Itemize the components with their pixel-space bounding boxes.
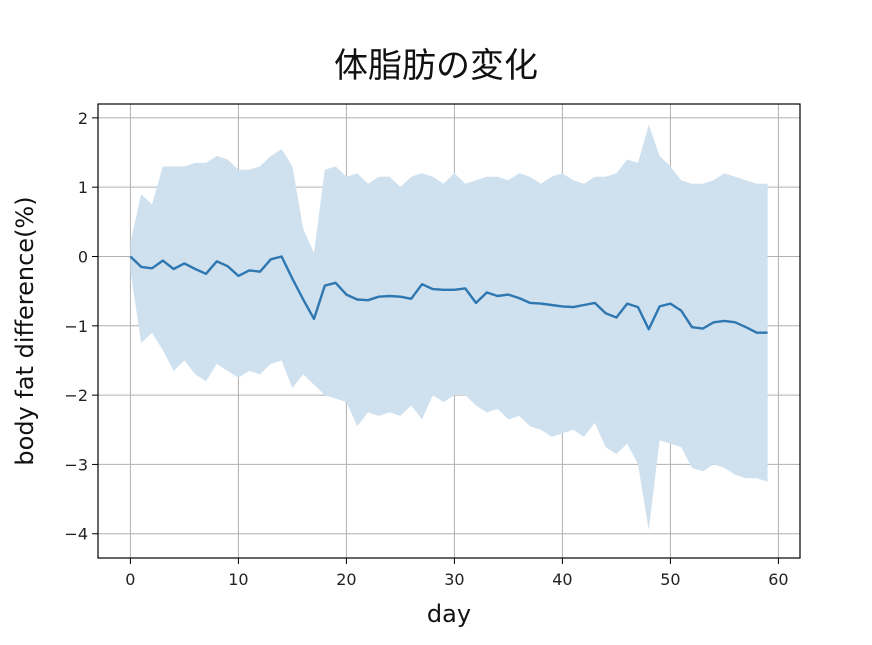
y-axis-ticks: 2 1 0 −1 −2 −3 −4: [64, 109, 98, 544]
chart-title: 体脂肪の変化: [334, 46, 538, 86]
x-tick-label: 40: [552, 570, 572, 589]
x-tick-label: 10: [228, 570, 248, 589]
y-tick-label: −3: [64, 455, 88, 474]
y-axis-label: body fat difference(%): [11, 196, 39, 465]
confidence-band: [130, 124, 768, 531]
series-line-layer: [129, 255, 768, 334]
y-tick-label: 0: [78, 247, 88, 266]
x-tick-label: 60: [768, 570, 788, 589]
y-tick-label: −2: [64, 386, 88, 405]
x-axis-ticks: 0 10 20 30 40 50 60: [125, 558, 789, 589]
x-axis-label: day: [427, 600, 471, 628]
x-tick-label: 50: [660, 570, 680, 589]
x-tick-label: 20: [336, 570, 356, 589]
series-line: [129, 255, 768, 334]
x-tick-label: 30: [444, 570, 464, 589]
y-tick-label: 1: [78, 178, 88, 197]
confidence-band-layer: [130, 124, 768, 531]
x-tick-label: 0: [125, 570, 135, 589]
y-tick-label: −4: [64, 525, 88, 544]
plot-frame: [97, 103, 801, 559]
y-tick-label: −1: [64, 317, 88, 336]
y-tick-label: 2: [78, 109, 88, 128]
